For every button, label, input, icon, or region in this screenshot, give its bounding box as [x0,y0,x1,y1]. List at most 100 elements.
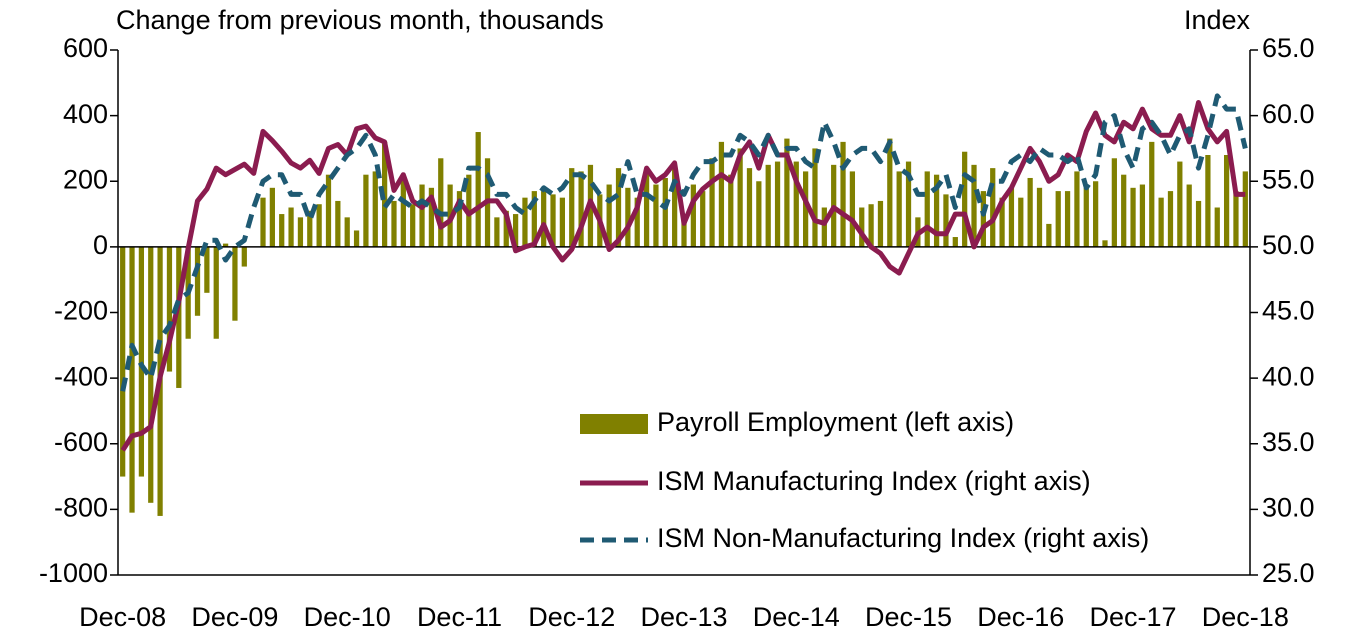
bar [1111,158,1117,247]
bar [512,214,519,247]
y2-tick-label: 40.0 [1262,361,1315,391]
bar [138,246,145,477]
bar [765,164,771,247]
bar [803,171,809,247]
bar [859,207,865,247]
bar [1074,171,1080,247]
y-tick-label: 600 [63,33,108,63]
bar [279,214,285,247]
bar [1018,197,1024,247]
bar [120,246,126,477]
bar [204,246,210,293]
bar [1158,197,1164,247]
bar [241,246,247,267]
bar [1139,184,1146,247]
y-tick-label: -800 [54,493,108,523]
y-tick-label: -200 [54,296,108,326]
bar [709,158,715,247]
bar [784,138,790,247]
bar [1055,191,1061,247]
x-tick-label: Dec-16 [977,602,1064,632]
bar [999,197,1005,247]
bar [1036,187,1043,247]
bar [746,168,753,247]
bar [681,214,687,247]
bar [400,174,406,247]
y2-tick-label: 55.0 [1262,164,1315,194]
bar [1102,240,1108,247]
bar [494,217,500,247]
bar [1233,191,1239,247]
bar [718,141,725,247]
bar [419,184,425,247]
y2-tick-label: 35.0 [1262,427,1315,457]
bar [653,184,659,247]
legend-label: ISM Manufacturing Index (right axis) [657,466,1091,496]
bar [353,230,360,247]
bar [222,243,229,247]
bar [335,200,341,247]
bar [1186,184,1192,247]
bar [1214,207,1220,247]
bar [522,197,528,247]
bar [363,174,369,247]
bar [1093,181,1099,247]
bar [1167,191,1174,247]
bar [316,204,322,247]
bar [269,187,275,247]
bar [952,237,958,247]
bar [887,138,893,247]
y-tick-label: -1000 [39,558,108,588]
bar [1242,171,1248,247]
y2-tick-label: 50.0 [1262,230,1315,260]
bar [129,246,135,513]
bar [662,177,668,247]
bar [943,194,949,247]
bar [176,246,182,388]
y2-tick-label: 60.0 [1262,99,1315,129]
bar [325,174,332,247]
y2-tick-label: 65.0 [1262,33,1315,63]
bar [391,200,397,247]
bar [1177,161,1183,247]
bar [868,204,874,247]
bar [578,171,584,247]
y-tick-label: -400 [54,361,108,391]
bar [531,191,537,247]
bar [980,191,986,247]
bar [1046,223,1052,247]
bar [372,171,378,247]
bar [428,187,435,247]
bar [344,217,350,247]
bar [990,168,996,247]
bar [1064,191,1071,247]
bar [905,161,912,247]
bar [1027,177,1033,247]
bar [559,197,565,247]
bar [475,132,481,247]
bar [615,168,622,247]
y-axis-label: Change from previous month, thousands [116,5,604,35]
x-tick-label: Dec-10 [304,602,391,632]
bar [812,148,818,247]
bar [550,194,556,247]
bar [672,164,678,247]
bar [924,171,930,247]
y2-tick-label: 25.0 [1262,558,1315,588]
bar [569,168,575,247]
bar [456,191,463,247]
bar [213,246,219,339]
legend-label: Payroll Employment (left axis) [657,407,1014,437]
bar [1008,187,1015,247]
x-tick-label: Dec-13 [640,602,727,632]
bar [166,246,173,372]
x-tick-label: Dec-08 [79,602,166,632]
bar [877,200,884,247]
bar [643,171,650,247]
x-tick-label: Dec-12 [528,602,615,632]
bar [410,204,416,247]
x-tick-label: Dec-11 [417,602,502,632]
bar [896,171,902,247]
y-tick-label: -600 [54,427,108,457]
bar [728,174,734,247]
